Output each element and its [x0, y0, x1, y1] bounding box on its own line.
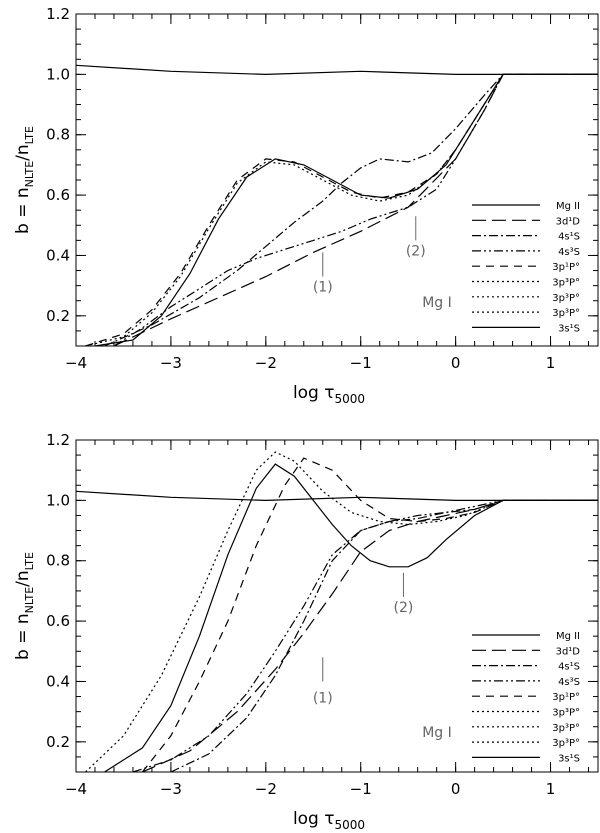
x-tick-label: −2	[255, 354, 277, 372]
y-axis-label-mid: /n	[13, 144, 33, 161]
series-group	[76, 451, 598, 772]
series-line-2	[104, 73, 598, 346]
plot-frame	[75, 13, 599, 347]
x-tick-label: 0	[451, 354, 461, 372]
legend-label-6: 3p³P°	[552, 293, 580, 304]
series-line-4	[85, 73, 598, 346]
y-tick-label: 0.8	[46, 552, 70, 570]
y-axis-label-main: b = n	[13, 187, 33, 234]
y-tick-label: 1.0	[46, 491, 70, 509]
series-line-6	[94, 73, 598, 346]
annotation-label: (2)	[406, 243, 426, 259]
plot-frame	[75, 439, 599, 773]
series-line-6	[104, 463, 598, 772]
y-tick-label: 0.8	[46, 126, 70, 144]
legend-label-3: 4s³S	[558, 677, 580, 688]
y-tick-label: 1.2	[46, 431, 70, 449]
x-tick-label: −4	[65, 354, 87, 372]
legend-label-0: Mg II	[556, 631, 580, 642]
y-axis-label-sub-lte: LTE	[23, 552, 36, 570]
y-tick-label: 1.0	[46, 65, 70, 83]
series-group	[76, 64, 598, 346]
x-tick-label: −4	[65, 780, 87, 798]
species-label: Mg I	[422, 295, 452, 311]
x-axis-label-main: log τ	[293, 383, 335, 403]
series-line-3	[132, 499, 598, 772]
x-tick-label: −2	[255, 780, 277, 798]
x-tick-label: −1	[350, 354, 372, 372]
x-tick-label: 1	[546, 354, 556, 372]
series-line-2	[170, 499, 598, 772]
panel-top: −4 −3 −2 −1 0 1 0.2 0.4 0.6 0.8 1.0 1.2 log τ5000 b =…	[13, 5, 599, 406]
series-line-5	[85, 73, 598, 346]
legend-label-8: 3s¹S	[558, 753, 580, 764]
y-tick-label: 0.4	[46, 672, 70, 690]
y-tick-label: 0.2	[46, 733, 70, 751]
x-tick-label: −3	[160, 780, 182, 798]
y-axis-label: b = nNLTE/nLTE	[13, 126, 36, 234]
legend-label-1: 3d¹D	[556, 646, 581, 657]
legend-label-6: 3p³P°	[552, 723, 580, 734]
y-axis-label-sub-lte: LTE	[23, 126, 36, 144]
legend-label-4: 3p¹P°	[552, 692, 580, 703]
legend-label-5: 3p³P°	[552, 708, 580, 719]
x-tick-label: 0	[451, 780, 461, 798]
x-axis-label-sub: 5000	[335, 818, 366, 832]
y-axis-label-main: b = n	[13, 613, 33, 660]
series-line-1	[142, 499, 598, 772]
legend-label-1: 3d¹D	[556, 216, 581, 227]
series-line-0	[76, 64, 598, 76]
series-line-5	[85, 451, 598, 772]
x-tick-label: 1	[546, 780, 556, 798]
y-axis-label: b = nNLTE/nLTE	[13, 552, 36, 660]
legend-label-4: 3p¹P°	[552, 262, 580, 273]
x-axis-label: log τ5000	[293, 383, 365, 406]
y-axis-label-mid: /n	[13, 570, 33, 587]
legend-label-7: 3p³P°	[552, 738, 580, 749]
y-tick-label: 0.6	[46, 186, 70, 204]
legend-label-2: 4s¹S	[558, 232, 580, 243]
panel-bottom: −4 −3 −2 −1 0 1 0.2 0.4 0.6 0.8 1.0 1.2 log τ5000 b =…	[13, 431, 599, 832]
series-line-3	[113, 73, 598, 346]
series-line-4	[141, 457, 598, 772]
y-axis-label-sub-nlte: NLTE	[23, 587, 36, 614]
x-axis-label-main: log τ	[293, 809, 335, 829]
x-axis-label: log τ5000	[293, 809, 365, 832]
legend-label-0: Mg II	[556, 201, 580, 212]
legend-label-7: 3p³P°	[552, 308, 580, 319]
legend-label-2: 4s¹S	[558, 662, 580, 673]
legend-label-5: 3p³P°	[552, 278, 580, 289]
species-label: Mg I	[422, 725, 452, 741]
annotation-label: (1)	[313, 691, 333, 707]
y-tick-label: 0.4	[46, 246, 70, 264]
legend-label-3: 4s³S	[558, 247, 580, 258]
annotation-label: (1)	[313, 280, 333, 296]
annotation-label: (2)	[394, 600, 414, 616]
series-line-0	[76, 490, 598, 502]
y-axis-label-sub-nlte: NLTE	[23, 161, 36, 188]
y-tick-label: 0.6	[46, 612, 70, 630]
y-tick-label: 1.2	[46, 5, 70, 23]
x-axis-label-sub: 5000	[335, 392, 366, 406]
x-tick-label: −1	[350, 780, 372, 798]
x-tick-label: −3	[160, 354, 182, 372]
legend-label-8: 3s¹S	[558, 323, 580, 334]
y-tick-label: 0.2	[46, 307, 70, 325]
